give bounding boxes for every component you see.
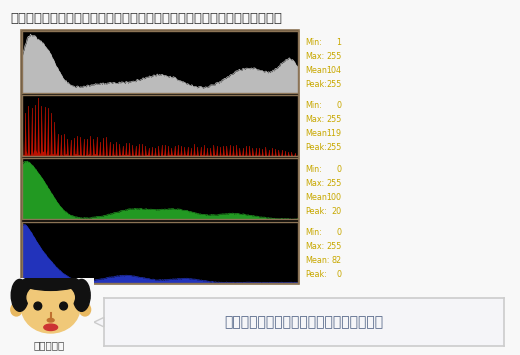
Text: 赤い部分に縦に櫛状に抜けが見えますね！: 赤い部分に縦に櫛状に抜けが見えますね！ [225,315,384,329]
Text: 0: 0 [336,270,342,279]
Text: Min:: Min: [305,165,322,174]
Ellipse shape [11,279,29,311]
Text: Max:: Max: [305,52,324,61]
Text: Mean:: Mean: [305,193,330,202]
Ellipse shape [60,302,68,310]
Text: 1: 1 [336,38,342,47]
Ellipse shape [80,303,90,316]
Text: 0: 0 [336,101,342,110]
Ellipse shape [47,318,54,322]
Text: 255: 255 [326,115,342,124]
Text: 今回補正した後のヒストグラムの赤部分にギザギザが出来てしまいました。: 今回補正した後のヒストグラムの赤部分にギザギザが出来てしまいました。 [10,12,282,26]
Text: 20: 20 [332,207,342,215]
Text: Max:: Max: [305,179,324,188]
Text: 104: 104 [327,66,342,75]
Ellipse shape [34,302,42,310]
Text: 0: 0 [336,165,342,174]
Text: 119: 119 [327,129,342,138]
Text: Min:: Min: [305,228,322,237]
Ellipse shape [73,279,90,311]
Text: 255: 255 [326,179,342,188]
Text: 82: 82 [332,256,342,265]
Text: 255: 255 [326,143,342,152]
Polygon shape [94,317,104,327]
Text: Mean:: Mean: [305,129,330,138]
Text: Min:: Min: [305,101,322,110]
Text: 100: 100 [327,193,342,202]
Ellipse shape [11,303,22,316]
Text: Min:: Min: [305,38,322,47]
Text: Mean:: Mean: [305,66,330,75]
Text: Mean:: Mean: [305,256,330,265]
Ellipse shape [21,282,80,333]
Text: 255: 255 [326,242,342,251]
Text: Peak:: Peak: [305,80,327,89]
Ellipse shape [21,275,80,290]
Ellipse shape [44,324,58,331]
Text: 255: 255 [326,80,342,89]
Text: Max:: Max: [305,115,324,124]
Text: 初代管理人: 初代管理人 [34,340,65,350]
Text: Peak:: Peak: [305,270,327,279]
Text: 255: 255 [326,52,342,61]
Text: Max:: Max: [305,242,324,251]
Text: Peak:: Peak: [305,143,327,152]
Ellipse shape [21,275,81,297]
Text: Peak:: Peak: [305,207,327,215]
Ellipse shape [27,283,74,312]
Text: 0: 0 [336,228,342,237]
